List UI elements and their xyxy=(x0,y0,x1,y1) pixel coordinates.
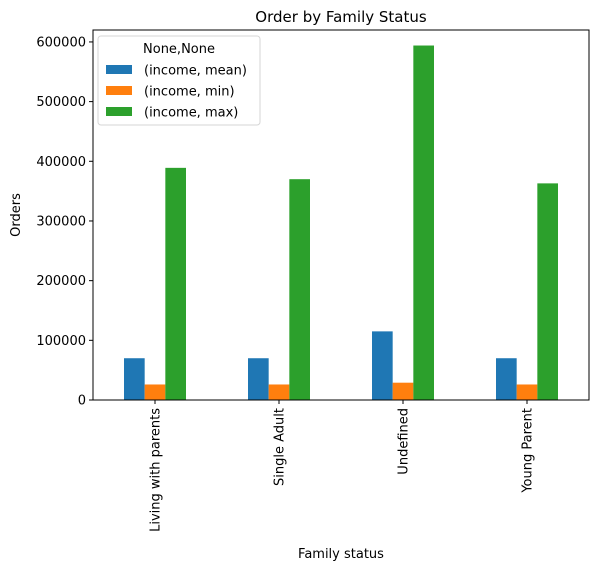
bar-series-2-category-1 xyxy=(289,179,310,400)
bar-series-0-category-2 xyxy=(372,331,393,400)
legend: None,None (income, mean)(income, min)(in… xyxy=(98,36,260,125)
bar-series-2-category-2 xyxy=(413,46,434,400)
legend-items: (income, mean) (income, min) (income, max) xyxy=(106,64,247,121)
legend-swatch xyxy=(106,86,132,95)
y-tick-label: 100000 xyxy=(36,334,86,349)
x-axis-title: Family status xyxy=(298,547,384,562)
legend-label: (income, min) xyxy=(144,85,235,100)
bar-series-0-category-0 xyxy=(124,358,145,400)
x-tick-label: Young Parent xyxy=(521,408,536,494)
bar-series-2-category-0 xyxy=(165,168,186,400)
bar-series-0-category-3 xyxy=(496,358,517,400)
y-tick-label: 600000 xyxy=(36,35,86,50)
legend-title: None,None xyxy=(143,42,215,57)
legend-label: (income, mean) xyxy=(144,64,247,79)
bar-series-0-category-1 xyxy=(248,358,269,400)
x-tick-label: Living with parents xyxy=(149,408,164,532)
legend-swatch xyxy=(106,65,132,74)
legend-swatch xyxy=(106,107,132,116)
y-axis-title: Orders xyxy=(9,193,24,237)
y-tick-label: 500000 xyxy=(36,95,86,110)
y-tick-label: 0 xyxy=(78,394,86,409)
x-tick-label: Single Adult xyxy=(273,408,288,486)
x-tick-label: Undefined xyxy=(397,408,412,475)
y-tick-label: 400000 xyxy=(36,155,86,170)
y-tick-label: 200000 xyxy=(36,274,86,289)
bar-series-1-category-2 xyxy=(393,383,414,400)
bar-series-1-category-1 xyxy=(269,384,290,400)
y-tick-label: 300000 xyxy=(36,214,86,229)
legend-label: (income, max) xyxy=(144,106,238,121)
chart-title: Order by Family Status xyxy=(255,8,427,26)
bar-series-1-category-3 xyxy=(517,384,538,400)
bar-series-1-category-0 xyxy=(145,384,166,400)
bar-series-2-category-3 xyxy=(537,183,558,400)
